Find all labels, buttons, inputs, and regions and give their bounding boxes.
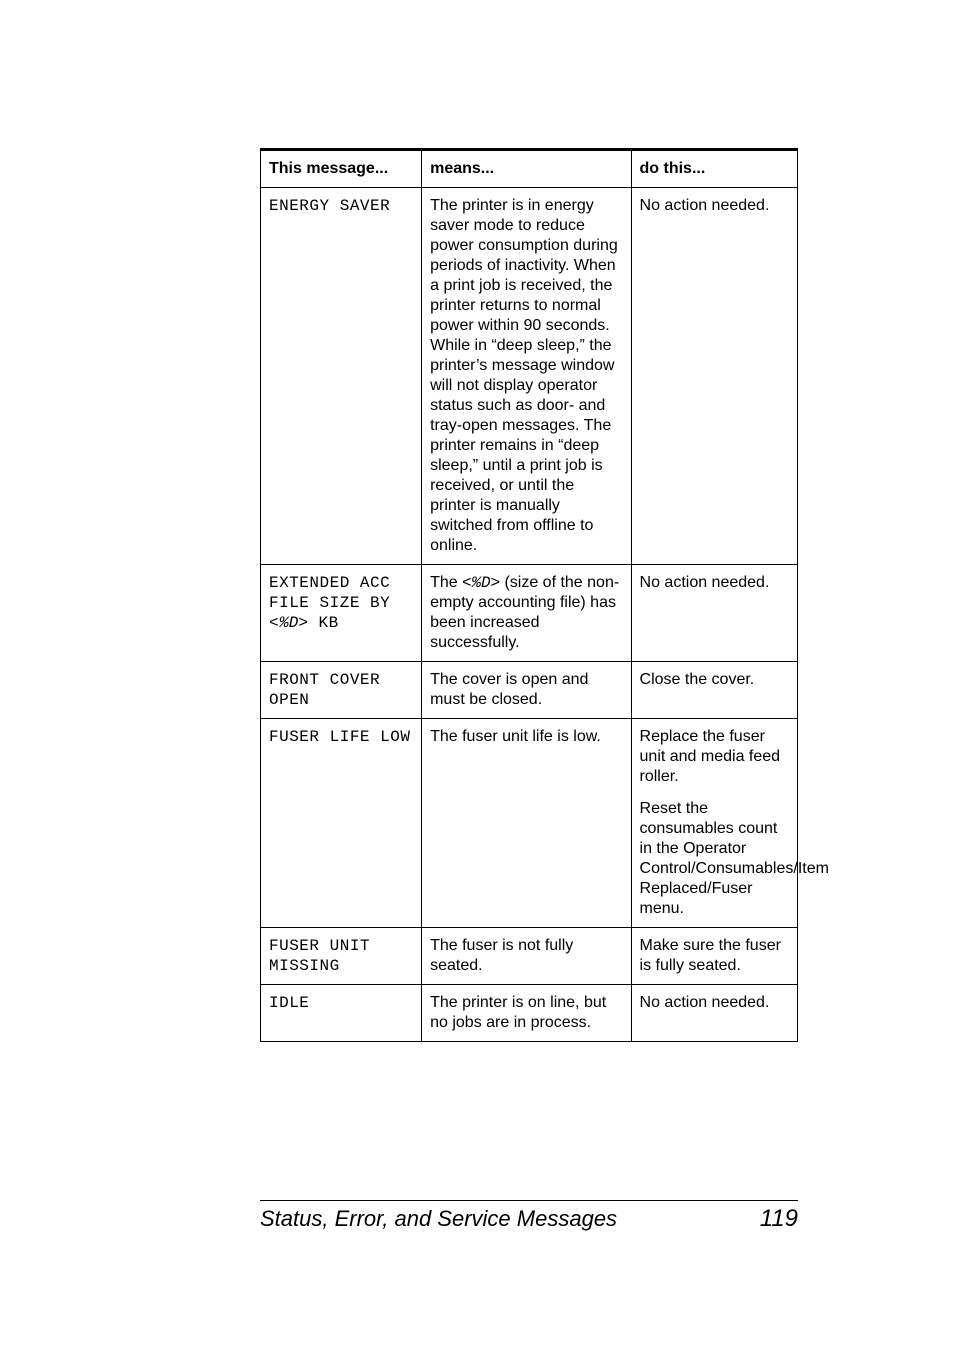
table-row: FRONT COVER OPEN The cover is open and m…: [261, 662, 798, 719]
message-code-variable: %D: [279, 614, 298, 632]
table-header-row: This message... means... do this...: [261, 150, 798, 188]
page-number: 119: [760, 1205, 798, 1233]
table-row: FUSER LIFE LOW The fuser unit life is lo…: [261, 719, 798, 928]
means-cell: The fuser is not fully seated.: [422, 928, 631, 985]
table-row: FUSER UNIT MISSING The fuser is not full…: [261, 928, 798, 985]
message-code: FUSER LIFE LOW: [269, 728, 410, 746]
message-cell: FUSER LIFE LOW: [261, 719, 422, 928]
header-this-message: This message...: [261, 150, 422, 188]
do-cell: No action needed.: [631, 985, 797, 1042]
message-cell: ENERGY SAVER: [261, 188, 422, 565]
page: This message... means... do this... ENER…: [0, 0, 954, 1351]
means-variable: %D: [471, 574, 490, 592]
header-do-this: do this...: [631, 150, 797, 188]
means-cell: The fuser unit life is low.: [422, 719, 631, 928]
means-prefix: The <: [430, 574, 471, 591]
page-footer: Status, Error, and Service Messages 119: [260, 1200, 798, 1233]
message-code: ENERGY SAVER: [269, 197, 390, 215]
means-cell: The <%D> (size of the non-empty accounti…: [422, 565, 631, 662]
do-cell: No action needed.: [631, 565, 797, 662]
do-cell: Make sure the fuser is fully seated.: [631, 928, 797, 985]
means-cell: The printer is on line, but no jobs are …: [422, 985, 631, 1042]
means-cell: The printer is in energy saver mode to r…: [422, 188, 631, 565]
message-cell: FRONT COVER OPEN: [261, 662, 422, 719]
table-row: ENERGY SAVER The printer is in energy sa…: [261, 188, 798, 565]
message-table: This message... means... do this... ENER…: [260, 148, 798, 1042]
header-means: means...: [422, 150, 631, 188]
footer-title: Status, Error, and Service Messages: [260, 1206, 617, 1232]
footer-rule: [260, 1200, 798, 1201]
message-cell: EXTENDED ACC FILE SIZE BY <%D> KB: [261, 565, 422, 662]
do-cell: Replace the fuser unit and media feed ro…: [631, 719, 797, 928]
message-code: IDLE: [269, 994, 309, 1012]
footer-row: Status, Error, and Service Messages 119: [260, 1205, 798, 1233]
do-cell: No action needed.: [631, 188, 797, 565]
message-cell: IDLE: [261, 985, 422, 1042]
message-code: FRONT COVER OPEN: [269, 671, 380, 709]
table-row: IDLE The printer is on line, but no jobs…: [261, 985, 798, 1042]
do-paragraph: Replace the fuser unit and media feed ro…: [640, 727, 789, 787]
message-code-suffix: > KB: [298, 614, 338, 632]
do-paragraph: Reset the consumables count in the Opera…: [640, 799, 789, 919]
means-cell: The cover is open and must be closed.: [422, 662, 631, 719]
do-cell: Close the cover.: [631, 662, 797, 719]
message-code: FUSER UNIT MISSING: [269, 937, 370, 975]
table-row: EXTENDED ACC FILE SIZE BY <%D> KB The <%…: [261, 565, 798, 662]
message-cell: FUSER UNIT MISSING: [261, 928, 422, 985]
